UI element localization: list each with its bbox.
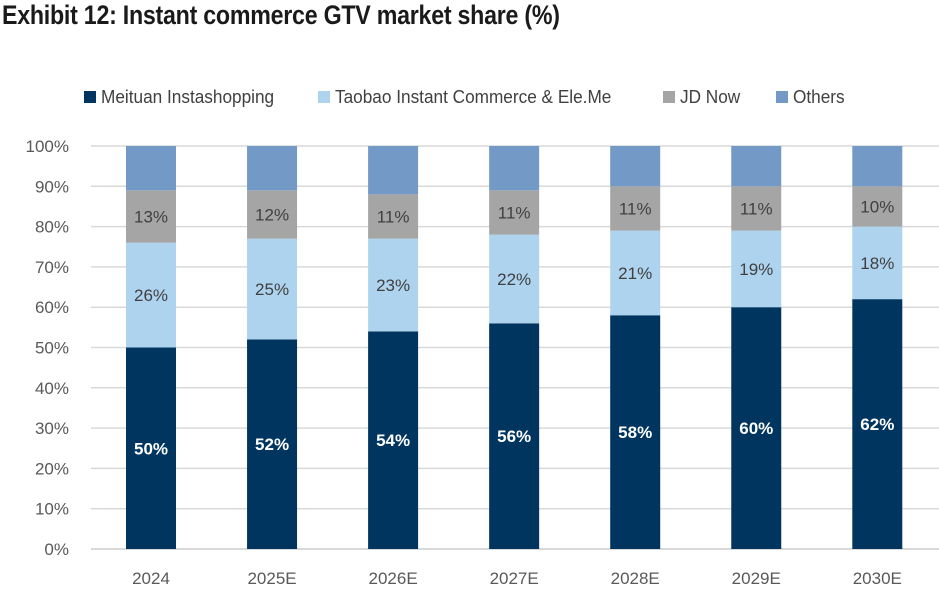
bar-segment-meituan-instashopping-2027e xyxy=(489,323,540,549)
data-label-meituan-instashopping-2028e: 58% xyxy=(618,423,652,442)
data-label-jd-now-2024: 13% xyxy=(134,208,168,227)
bar-segment-jd-now-2024 xyxy=(126,190,176,243)
legend-label: Meituan Instashopping xyxy=(101,86,275,107)
y-tick-label: 50% xyxy=(35,339,69,358)
legend-item-others: Others xyxy=(776,86,849,108)
y-tick-label: 90% xyxy=(35,177,69,196)
data-label-meituan-instashopping-2026e: 54% xyxy=(376,431,410,450)
x-tick-label: 2029E xyxy=(732,569,781,588)
data-label-meituan-instashopping-2024: 50% xyxy=(134,439,168,458)
data-label-taobao-instant-commerce-ele-me-2029e: 19% xyxy=(739,260,773,279)
bar-segment-taobao-instant-commerce-ele-me-2025e xyxy=(247,238,298,340)
legend-item-taobao-instant-commerce-ele-me: Taobao Instant Commerce & Ele.Me xyxy=(318,86,632,108)
legend-item-meituan-instashopping: Meituan Instashopping xyxy=(84,86,287,108)
data-label-jd-now-2025e: 12% xyxy=(255,206,289,225)
y-tick-label: 40% xyxy=(35,379,69,398)
bar-segment-jd-now-2030e xyxy=(852,186,903,227)
bar-segment-jd-now-2027e xyxy=(489,190,540,235)
bar-segment-jd-now-2025e xyxy=(247,190,298,239)
x-tick-label: 2024 xyxy=(132,569,170,588)
bar-segment-meituan-instashopping-2030e xyxy=(852,299,903,549)
data-label-taobao-instant-commerce-ele-me-2026e: 23% xyxy=(376,276,410,295)
data-label-jd-now-2026e: 11% xyxy=(377,208,410,227)
bar-segment-taobao-instant-commerce-ele-me-2030e xyxy=(852,226,903,300)
x-tick-label: 2030E xyxy=(853,569,902,588)
legend-swatch xyxy=(776,91,789,103)
legend-label: Taobao Instant Commerce & Ele.Me xyxy=(335,86,612,107)
bar-segment-taobao-instant-commerce-ele-me-2027e xyxy=(489,234,540,324)
data-label-jd-now-2027e: 11% xyxy=(498,203,531,222)
x-tick-label: 2028E xyxy=(611,569,660,588)
bar-segment-others-2024 xyxy=(126,146,176,191)
data-label-taobao-instant-commerce-ele-me-2024: 26% xyxy=(134,286,168,305)
bar-segment-meituan-instashopping-2029e xyxy=(731,307,782,549)
bar-segment-others-2027e xyxy=(489,146,540,191)
bar-segment-taobao-instant-commerce-ele-me-2028e xyxy=(610,230,661,316)
legend: Meituan Instashopping Taobao Instant Comm… xyxy=(84,86,849,108)
x-tick-label: 2025E xyxy=(247,569,296,588)
bar-segment-meituan-instashopping-2025e xyxy=(247,339,298,549)
legend-swatch xyxy=(663,91,676,103)
chart-title: Exhibit 12: Instant commerce GTV market … xyxy=(2,0,560,30)
legend-label: Others xyxy=(793,86,845,107)
data-label-taobao-instant-commerce-ele-me-2030e: 18% xyxy=(860,254,894,273)
x-tick-label: 2027E xyxy=(490,569,539,588)
bar-segment-meituan-instashopping-2024 xyxy=(126,347,176,549)
y-tick-label: 70% xyxy=(35,258,69,277)
bar-segment-others-2028e xyxy=(610,146,661,187)
bar-segment-others-2025e xyxy=(247,146,298,191)
data-label-meituan-instashopping-2029e: 60% xyxy=(739,419,773,438)
bar-segment-others-2029e xyxy=(731,146,782,187)
y-tick-label: 0% xyxy=(44,540,69,559)
data-label-taobao-instant-commerce-ele-me-2027e: 22% xyxy=(497,270,531,289)
legend-swatch xyxy=(84,91,96,103)
legend-item-jd-now: JD Now xyxy=(663,86,745,108)
legend-label: JD Now xyxy=(680,86,741,107)
data-labels: 50% 26% 13% 52% 25% 12% 54% 23% 11% 56% 22% 11% 58% 2… xyxy=(134,197,894,458)
data-label-meituan-instashopping-2030e: 62% xyxy=(860,415,894,434)
data-label-taobao-instant-commerce-ele-me-2028e: 21% xyxy=(618,264,652,283)
bar-segment-taobao-instant-commerce-ele-me-2026e xyxy=(368,238,419,332)
bar-segment-jd-now-2026e xyxy=(368,194,419,239)
y-tick-label: 20% xyxy=(35,459,69,478)
bar-segment-taobao-instant-commerce-ele-me-2029e xyxy=(731,230,782,308)
bar-segment-meituan-instashopping-2026e xyxy=(368,331,419,549)
data-label-meituan-instashopping-2025e: 52% xyxy=(255,435,289,454)
legend-swatch xyxy=(318,91,331,103)
bars xyxy=(126,146,903,549)
bar-segment-taobao-instant-commerce-ele-me-2024 xyxy=(126,242,176,348)
y-tick-label: 100% xyxy=(26,137,69,156)
data-label-jd-now-2030e: 10% xyxy=(860,197,894,216)
bar-segment-jd-now-2028e xyxy=(610,186,661,231)
bar-segment-meituan-instashopping-2028e xyxy=(610,315,661,549)
y-tick-label: 10% xyxy=(35,500,69,519)
bar-segment-jd-now-2029e xyxy=(731,186,782,231)
data-label-jd-now-2028e: 11% xyxy=(619,199,652,218)
data-label-meituan-instashopping-2027e: 56% xyxy=(497,427,531,446)
axes: 0% 10% 20% 30% 40% 50% 60% 70% 80% 90% 100% 2024 202… xyxy=(26,137,902,588)
bar-segment-others-2026e xyxy=(368,146,419,195)
bar-segment-others-2030e xyxy=(852,146,903,187)
y-tick-label: 60% xyxy=(35,298,69,317)
data-label-taobao-instant-commerce-ele-me-2025e: 25% xyxy=(255,280,289,299)
y-tick-label: 80% xyxy=(35,218,69,237)
data-label-jd-now-2029e: 11% xyxy=(740,199,773,218)
x-tick-label: 2026E xyxy=(369,569,418,588)
y-tick-label: 30% xyxy=(35,419,69,438)
